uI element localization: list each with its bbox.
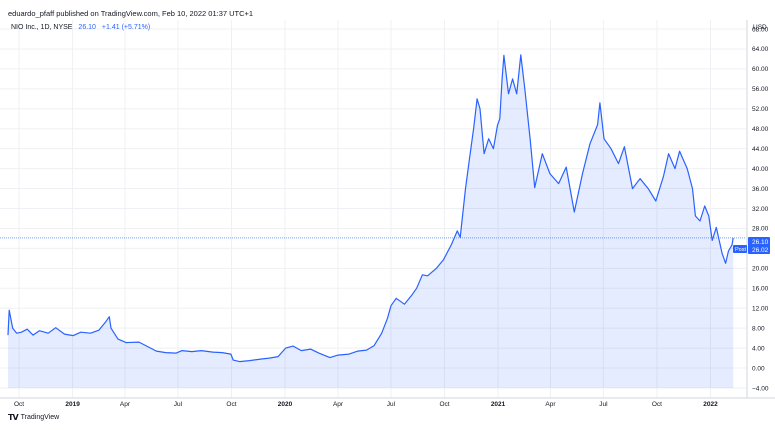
x-tick-label: 2022 (703, 401, 718, 408)
y-tick-label: 40.00 (752, 166, 769, 173)
x-tick-label: 2020 (278, 401, 293, 408)
y-tick-label: −4.00 (752, 385, 769, 392)
x-tick-label: 2019 (65, 401, 80, 408)
x-tick-label: Oct (226, 401, 236, 408)
price-series-line (7, 54, 734, 363)
x-tick-label: Oct (439, 401, 449, 408)
tradingview-wordmark: TradingView (20, 414, 60, 421)
grid-lines (0, 20, 746, 398)
x-tick-label: Apr (545, 401, 556, 408)
legend-change: +1.41 (+5.71%) (101, 24, 151, 31)
post-market-tag: Post 26.02 (733, 245, 770, 254)
y-tick-label: 56.00 (752, 86, 769, 93)
price-axis[interactable]: 68.00 64.00 60.00 56.00 52.00 48.00 44.00 40.00… (752, 26, 769, 392)
publisher-line: eduardo_pfaff published on TradingView.c… (8, 9, 254, 18)
y-tick-label: 28.00 (752, 226, 769, 233)
y-tick-label: 20.00 (752, 266, 769, 273)
y-tick-label: 4.00 (752, 345, 765, 352)
symbol-name: NIO Inc., 1D, NYSE (11, 24, 73, 31)
x-tick-label: Apr (333, 401, 344, 408)
tradingview-logo[interactable]: 𝗧𝗩 TradingView (8, 413, 59, 422)
y-tick-label: 12.00 (752, 306, 769, 313)
x-tick-label: Jul (599, 401, 608, 408)
x-tick-label: Jul (174, 401, 183, 408)
y-tick-label: 44.00 (752, 146, 769, 153)
time-axis[interactable]: Oct 2019 Apr Jul Oct 2020 Apr Jul Oct 2021 Apr Jul O… (14, 401, 718, 408)
post-label: Post (735, 247, 746, 253)
last-price-tag: 26.10 (748, 237, 770, 246)
last-price-value: 26.10 (752, 239, 769, 246)
x-tick-label: 2021 (491, 401, 506, 408)
legend-price: 26.10 (78, 24, 96, 31)
y-tick-label: 0.00 (752, 365, 765, 372)
price-area-fill (8, 54, 734, 389)
y-tick-label: 36.00 (752, 186, 769, 193)
x-tick-label: Apr (120, 401, 131, 408)
currency-label: USD (753, 24, 767, 31)
y-tick-label: 16.00 (752, 286, 769, 293)
y-tick-label: 32.00 (752, 206, 769, 213)
post-value: 26.02 (752, 247, 769, 254)
y-tick-label: 64.00 (752, 46, 769, 53)
x-tick-label: Jul (387, 401, 396, 408)
y-tick-label: 8.00 (752, 325, 765, 332)
x-tick-label: Oct (652, 401, 662, 408)
y-tick-label: 48.00 (752, 126, 769, 133)
y-tick-label: 68.00 (752, 26, 769, 33)
x-tick-label: Oct (14, 401, 24, 408)
y-tick-label: 60.00 (752, 66, 769, 73)
y-tick-label: 52.00 (752, 106, 769, 113)
symbol-legend[interactable]: NIO Inc., 1D, NYSE 26.10 +1.41 (+5.71%) (11, 24, 150, 31)
tradingview-logo-icon: 𝗧𝗩 (8, 413, 19, 422)
